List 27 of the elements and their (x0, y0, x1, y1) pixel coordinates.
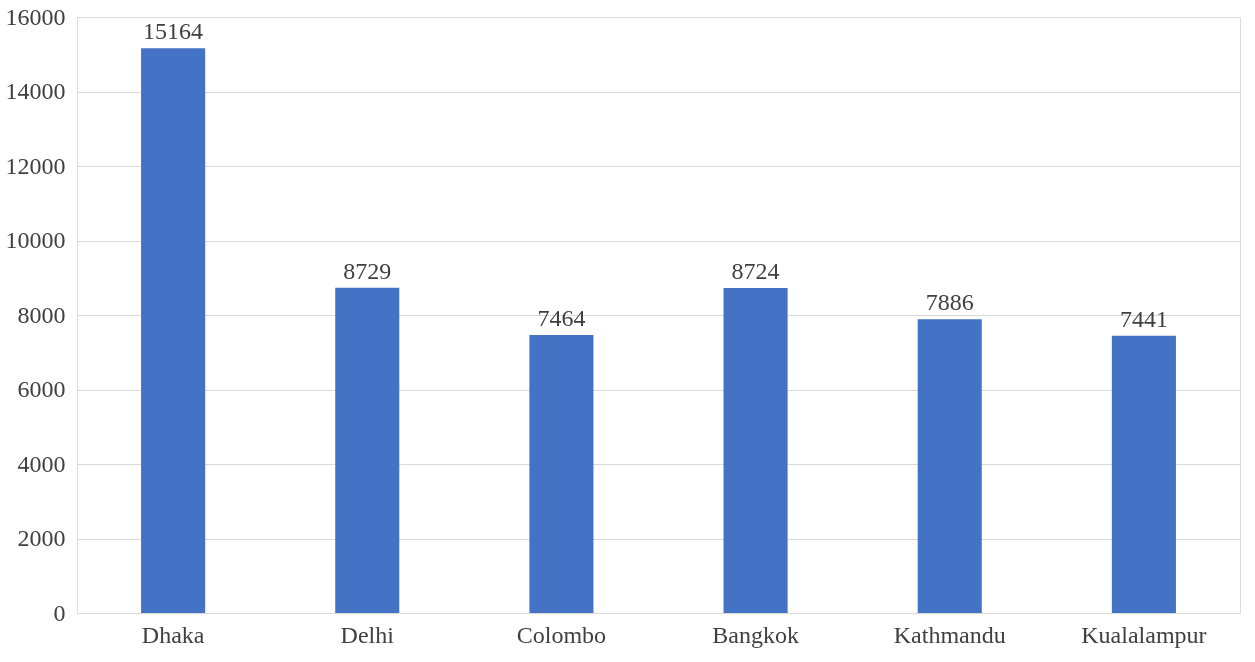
y-tick-label: 12000 (5, 152, 66, 179)
x-tick-label: Bangkok (712, 621, 799, 648)
data-label: 8724 (731, 258, 780, 285)
y-tick-label: 10000 (5, 227, 66, 253)
data-label: 7464 (537, 304, 586, 331)
y-tick-label: 16000 (5, 3, 66, 30)
bar (917, 319, 982, 613)
y-tick-label: 14000 (5, 78, 66, 104)
bar (141, 48, 206, 613)
data-label: 15164 (143, 18, 204, 45)
bar (723, 288, 788, 613)
y-tick-label: 2000 (17, 525, 66, 551)
y-tick-label: 4000 (17, 450, 66, 477)
data-label: 7441 (1119, 305, 1168, 332)
y-tick-label: 8000 (17, 301, 66, 328)
x-tick-label: Kathmandu (893, 621, 1006, 648)
y-tick-label: 6000 (17, 376, 66, 402)
x-tick-label: Dhaka (141, 621, 205, 648)
x-tick-label: Colombo (516, 621, 607, 648)
bar (1111, 335, 1176, 613)
y-tick-label: 0 (53, 599, 66, 626)
x-tick-label: Kualalampur (1081, 621, 1207, 648)
x-tick-label: Delhi (340, 621, 395, 648)
data-label: 8729 (343, 257, 392, 284)
bar (529, 334, 594, 613)
data-label: 7886 (925, 289, 974, 316)
bar (335, 287, 400, 613)
